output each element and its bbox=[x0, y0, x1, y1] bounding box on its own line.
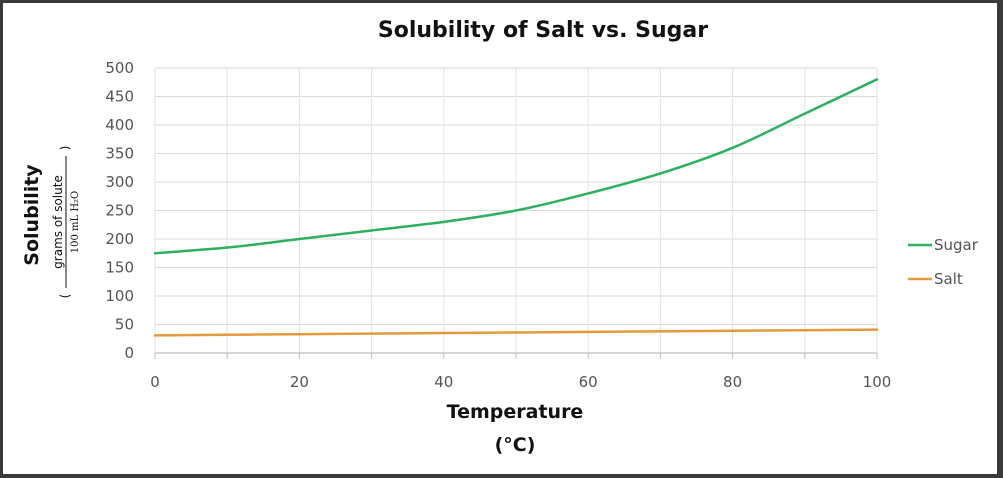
y-tick-label: 350 bbox=[105, 145, 134, 163]
y-unit-open-paren: ( bbox=[58, 294, 72, 299]
y-axis-title: Solubility bbox=[21, 164, 43, 266]
chart-title: Solubility of Salt vs. Sugar bbox=[378, 18, 708, 43]
y-unit-denominator: 100 mL H₂O bbox=[70, 191, 81, 254]
y-tick-label: 0 bbox=[124, 344, 134, 362]
data-series bbox=[153, 78, 879, 337]
legend-label-sugar: Sugar bbox=[934, 236, 979, 254]
y-tick-label: 150 bbox=[105, 259, 134, 277]
x-tick-label: 40 bbox=[434, 373, 453, 391]
y-unit-close-paren: ) bbox=[58, 146, 72, 151]
y-tick-label: 450 bbox=[105, 88, 134, 106]
x-tick-label: 60 bbox=[579, 373, 598, 391]
series-line-sugar bbox=[153, 78, 879, 255]
x-tick-label: 80 bbox=[723, 373, 742, 391]
x-tick-label: 20 bbox=[290, 373, 309, 391]
x-axis-unit: (°C) bbox=[495, 434, 536, 456]
y-unit-numerator: grams of solute bbox=[51, 175, 65, 269]
x-axis bbox=[154, 352, 878, 359]
legend-label-salt: Salt bbox=[934, 270, 963, 288]
y-tick-label: 250 bbox=[105, 202, 134, 220]
y-axis-unit-group: ( grams of solute 100 mL H₂O ) bbox=[51, 146, 81, 299]
y-axis-title-group: Solubility bbox=[21, 164, 43, 266]
y-tick-label: 400 bbox=[105, 116, 134, 134]
x-tick-labels: 0 20 40 60 80 100 bbox=[150, 373, 891, 391]
x-axis-title: Temperature bbox=[447, 401, 584, 423]
y-tick-label: 100 bbox=[105, 287, 134, 305]
y-tick-label: 50 bbox=[115, 316, 134, 334]
y-tick-label: 500 bbox=[105, 59, 134, 77]
x-tick-label: 0 bbox=[150, 373, 160, 391]
y-tick-label: 200 bbox=[105, 230, 134, 248]
y-tick-label: 300 bbox=[105, 173, 134, 191]
y-tick-labels: 0 50 100 150 200 250 300 350 400 450 500 bbox=[105, 59, 134, 362]
x-tick-label: 100 bbox=[863, 373, 892, 391]
legend: Sugar Salt bbox=[908, 236, 979, 288]
series-line-salt bbox=[153, 328, 879, 337]
